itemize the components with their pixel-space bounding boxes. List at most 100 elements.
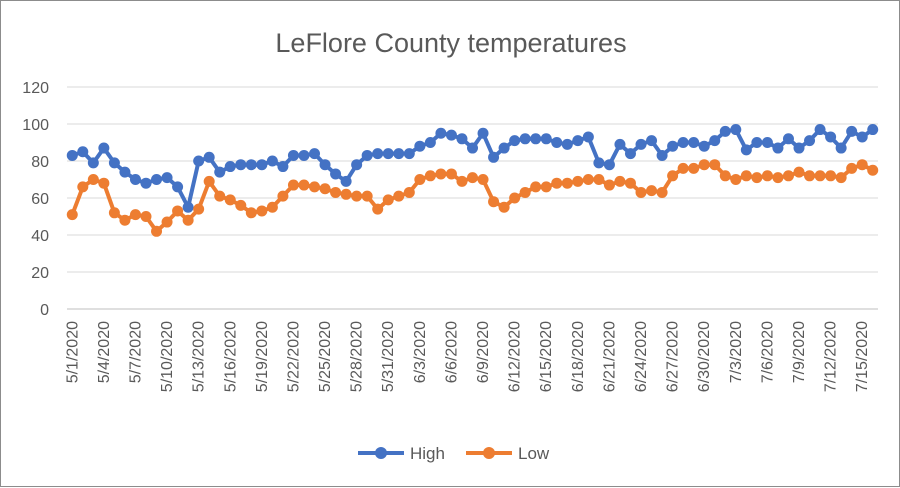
data-point-low	[677, 162, 689, 174]
data-point-high	[646, 135, 658, 147]
data-point-low	[709, 159, 721, 171]
data-point-high	[635, 138, 647, 150]
data-point-high	[161, 172, 173, 184]
data-point-high	[224, 161, 236, 173]
x-tick-label: 6/9/2020	[475, 321, 492, 383]
data-point-low	[782, 170, 794, 182]
data-point-low	[340, 188, 352, 200]
data-point-high	[730, 124, 742, 136]
data-point-high	[509, 135, 521, 147]
data-point-low	[846, 162, 858, 174]
data-point-low	[245, 207, 257, 219]
x-tick-label: 5/28/2020	[349, 321, 366, 392]
data-point-high	[435, 127, 447, 139]
x-tick-label: 5/31/2020	[380, 321, 397, 392]
data-point-high	[414, 140, 426, 152]
legend-label: Low	[518, 444, 550, 463]
data-point-low	[435, 168, 447, 180]
data-point-low	[266, 201, 278, 213]
legend-label: High	[410, 444, 445, 463]
data-point-low	[172, 205, 184, 217]
series-low	[66, 159, 879, 237]
data-point-low	[635, 186, 647, 198]
data-point-low	[593, 174, 605, 185]
x-tick-label: 5/10/2020	[159, 321, 176, 392]
data-point-high	[309, 148, 321, 160]
data-point-low	[572, 175, 584, 187]
data-point-low	[414, 174, 426, 185]
data-point-high	[298, 149, 310, 161]
data-point-high	[488, 151, 500, 163]
data-point-high	[856, 131, 868, 143]
data-point-low	[319, 183, 331, 195]
data-point-low	[498, 201, 510, 213]
data-point-low	[445, 168, 457, 180]
data-point-low	[361, 190, 373, 202]
series-high	[66, 124, 879, 213]
data-point-high	[582, 131, 594, 143]
data-point-low	[856, 159, 868, 171]
data-point-high	[498, 142, 510, 154]
data-point-high	[129, 174, 141, 185]
data-point-low	[66, 209, 78, 221]
data-point-low	[624, 177, 636, 189]
x-tick-label: 5/19/2020	[254, 321, 271, 392]
x-tick-label: 6/24/2020	[633, 321, 650, 392]
data-point-high	[593, 157, 605, 169]
data-point-low	[667, 170, 679, 182]
data-point-high	[393, 148, 405, 160]
data-point-low	[119, 214, 131, 226]
data-point-high	[87, 157, 99, 169]
data-point-low	[214, 190, 226, 202]
x-tick-label: 6/18/2020	[570, 321, 587, 392]
data-point-high	[182, 201, 194, 213]
data-point-high	[245, 159, 257, 171]
data-point-low	[309, 181, 321, 193]
data-point-low	[87, 174, 99, 185]
data-point-low	[614, 175, 626, 187]
series-group	[66, 124, 879, 237]
x-tick-label: 6/21/2020	[601, 321, 618, 392]
data-point-high	[119, 166, 131, 178]
x-tick-label: 5/25/2020	[317, 321, 334, 392]
data-point-high	[108, 157, 120, 169]
data-point-low	[456, 175, 468, 187]
x-tick-label: 5/7/2020	[127, 321, 144, 383]
x-tick-label: 5/13/2020	[191, 321, 208, 392]
data-point-low	[488, 196, 500, 208]
data-point-low	[477, 174, 489, 185]
data-point-low	[698, 159, 710, 171]
data-point-high	[361, 149, 373, 161]
data-point-low	[561, 177, 573, 189]
data-point-low	[182, 214, 194, 226]
data-point-high	[445, 129, 457, 141]
data-point-high	[266, 155, 278, 167]
data-point-high	[614, 138, 626, 150]
data-point-high	[667, 140, 679, 152]
data-point-low	[867, 164, 879, 176]
data-point-high	[193, 155, 205, 167]
data-point-high	[98, 142, 110, 154]
x-tick-label: 6/6/2020	[443, 321, 460, 383]
data-point-high	[867, 124, 879, 136]
data-point-high	[319, 159, 331, 171]
data-point-low	[151, 225, 163, 237]
data-point-low	[772, 172, 784, 184]
data-point-high	[603, 159, 615, 171]
x-tick-label: 7/15/2020	[854, 321, 871, 392]
legend-item-low: Low	[466, 444, 550, 463]
data-point-low	[403, 186, 415, 198]
y-axis-ticks: 0 20 40 60 80 100 120	[22, 80, 49, 319]
data-point-low	[256, 205, 268, 217]
data-point-high	[424, 137, 436, 148]
data-point-low	[108, 207, 120, 219]
data-point-low	[98, 177, 110, 189]
y-tick-label: 20	[31, 265, 49, 282]
data-point-low	[140, 211, 152, 222]
data-point-high	[151, 174, 163, 185]
y-tick-label: 0	[40, 302, 49, 319]
x-tick-label: 5/1/2020	[64, 321, 81, 383]
data-point-low	[530, 181, 542, 193]
data-point-high	[382, 148, 394, 160]
